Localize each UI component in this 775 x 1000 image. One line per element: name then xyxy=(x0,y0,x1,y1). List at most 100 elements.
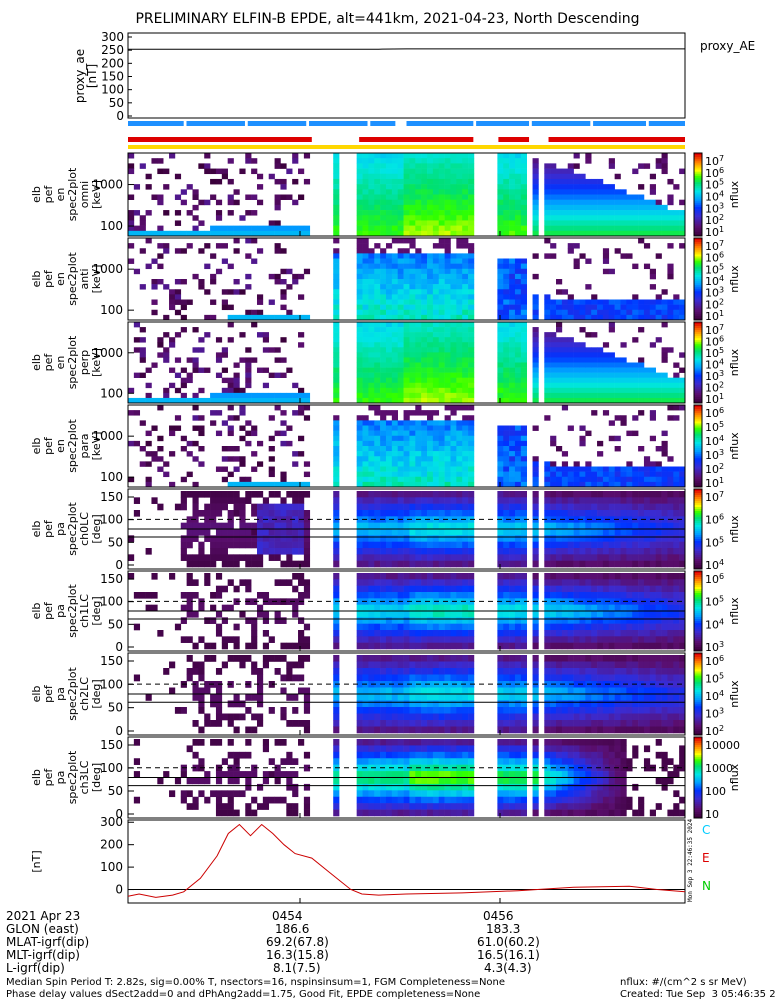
spectrogram-cell xyxy=(174,372,182,378)
spectrogram-cell xyxy=(620,636,627,643)
spectrogram-cell xyxy=(632,630,639,637)
spectrogram-cell xyxy=(415,548,422,555)
spectrogram-cell xyxy=(303,230,311,237)
spectrogram-cell xyxy=(198,674,205,682)
spectrogram-cell xyxy=(649,189,656,195)
spectrogram-cell xyxy=(608,268,615,275)
spectrogram-cell xyxy=(145,592,152,599)
spectrogram-cell xyxy=(632,636,639,643)
spectrogram-cell xyxy=(391,178,399,185)
spectrogram-cell xyxy=(462,263,469,270)
spectrogram-cell xyxy=(374,420,381,426)
spectrogram-cell xyxy=(438,642,445,650)
spectrogram-cell xyxy=(450,342,457,348)
spectrogram-cell xyxy=(602,554,610,561)
spectrogram-cell xyxy=(468,522,475,530)
spectrogram-cell xyxy=(620,529,627,536)
spectrogram-cell xyxy=(391,430,399,437)
spectrogram-cell xyxy=(362,178,369,185)
spectrogram-cell xyxy=(514,204,522,211)
spectrogram-cell xyxy=(544,337,551,343)
spectrogram-cell xyxy=(403,636,410,643)
spectrogram-cell xyxy=(210,604,217,612)
spectrogram-cell xyxy=(503,503,510,511)
spectrogram-cell xyxy=(573,623,580,631)
colorbar-cell xyxy=(694,161,702,164)
spectrogram-cell xyxy=(438,397,445,404)
spectrogram-cell xyxy=(456,194,463,200)
colorbar-cell xyxy=(694,295,702,298)
spectrogram-cell xyxy=(468,299,475,305)
spectrogram-cell xyxy=(427,284,434,290)
spectrogram-cell xyxy=(520,289,527,295)
spectrogram-cell xyxy=(503,263,510,270)
spectrogram-cell xyxy=(456,243,463,249)
spectrogram-cell xyxy=(597,573,604,580)
colorbar-cell xyxy=(694,223,702,227)
spectrogram-cell xyxy=(550,617,557,624)
spectrogram-cell xyxy=(667,510,674,517)
spectrogram-cell xyxy=(239,405,246,411)
spectrogram-cell xyxy=(139,446,146,452)
spectrogram-cell xyxy=(497,636,504,643)
colorbar-cell xyxy=(694,599,702,602)
spectrogram-cell xyxy=(520,273,527,280)
spectrogram-cell xyxy=(468,466,475,472)
colorbar-cell xyxy=(694,411,702,414)
spectrogram-cell xyxy=(180,230,187,237)
spectrogram-cell xyxy=(532,178,539,185)
spectrogram-cell xyxy=(362,471,369,478)
spectrogram-cell xyxy=(374,304,381,311)
spectrogram-cell xyxy=(385,342,393,348)
spectrogram-cell xyxy=(520,382,527,389)
spectrogram-cell xyxy=(632,548,639,555)
spectrogram-cell xyxy=(632,623,639,631)
spectrogram-cell xyxy=(608,541,615,549)
spectrogram-cell xyxy=(585,397,592,404)
spectrogram-cell xyxy=(456,377,463,384)
spectrogram-cell xyxy=(567,617,574,624)
colorbar-cell xyxy=(694,317,702,321)
spectrogram-cell xyxy=(573,397,580,404)
spectrogram-cell xyxy=(438,541,445,549)
spectrogram-cell xyxy=(333,497,340,504)
spectrogram-cell xyxy=(544,529,551,536)
spectrogram-cell xyxy=(432,352,440,358)
spectrogram-cell xyxy=(409,592,416,599)
spectrogram-cell xyxy=(233,314,240,321)
spectrogram-cell xyxy=(550,337,557,343)
spectrogram-cell xyxy=(509,199,516,206)
spectrogram-cell xyxy=(374,541,381,549)
spectrogram-cell xyxy=(362,554,369,561)
spectrogram-cell xyxy=(655,476,662,483)
spectrogram-cell xyxy=(362,446,369,452)
spectrogram-cell xyxy=(427,387,434,394)
spectrogram-cell xyxy=(667,503,674,511)
spectrogram-cell xyxy=(374,435,381,442)
spectrogram-cell xyxy=(298,273,305,280)
spectrogram-cell xyxy=(462,579,469,586)
spectrogram-cell xyxy=(579,397,586,404)
spectrogram-cell xyxy=(391,420,399,426)
spectrogram-cell xyxy=(385,273,393,280)
spectrogram-cell xyxy=(409,163,416,169)
spectrogram-cell xyxy=(380,299,387,305)
spectrogram-cell xyxy=(602,210,610,216)
colorbar-cell xyxy=(694,415,702,418)
spectrogram-cell xyxy=(403,314,410,321)
spectrogram-cell xyxy=(403,178,410,185)
spectrogram-cell xyxy=(544,397,551,404)
spectrogram-cell xyxy=(391,362,399,368)
spectrogram-cell xyxy=(438,263,445,270)
spectrogram-cell xyxy=(608,503,615,511)
spectrogram-cell xyxy=(597,204,604,211)
spectrogram-cell xyxy=(520,446,527,452)
spectrogram-cell xyxy=(561,476,569,483)
spectrogram-cell xyxy=(374,199,381,206)
spectrogram-cell xyxy=(133,337,141,343)
spectrogram-cell xyxy=(215,491,223,498)
spectrogram-cell xyxy=(391,604,399,612)
spectrogram-cell xyxy=(638,529,645,536)
spectrogram-cell xyxy=(438,573,445,580)
spectrogram-cell xyxy=(468,642,475,650)
